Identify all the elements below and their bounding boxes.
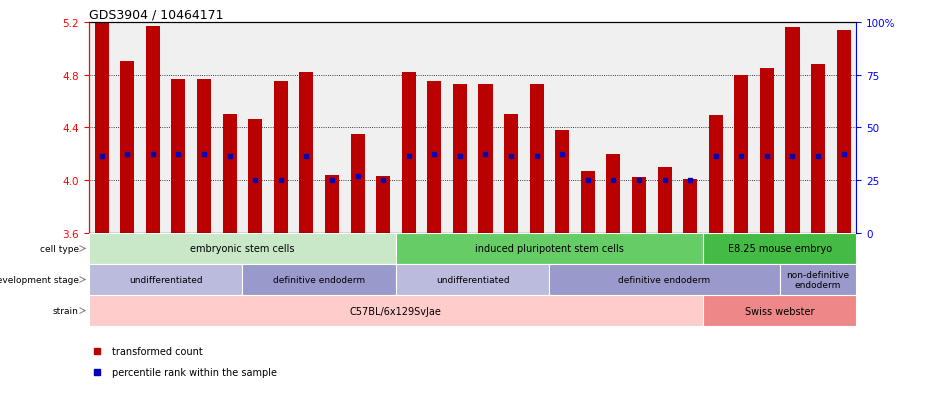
Text: definitive endoderm: definitive endoderm <box>273 275 365 284</box>
Text: Swiss webster: Swiss webster <box>745 306 814 316</box>
Bar <box>549 264 780 295</box>
Bar <box>197 79 212 233</box>
Bar <box>248 120 262 233</box>
Bar <box>146 27 160 233</box>
Bar <box>171 79 185 233</box>
Bar <box>555 131 569 233</box>
Bar <box>402 73 416 233</box>
Bar <box>223 115 237 233</box>
Bar <box>89 264 242 295</box>
Bar <box>120 62 135 233</box>
Bar <box>632 178 646 233</box>
Text: percentile rank within the sample: percentile rank within the sample <box>112 367 277 377</box>
Text: undifferentiated: undifferentiated <box>129 275 202 284</box>
Bar <box>837 31 851 233</box>
Bar <box>734 75 749 233</box>
Bar <box>95 24 109 233</box>
Bar <box>376 177 390 233</box>
Bar <box>325 176 339 233</box>
Bar <box>273 82 288 233</box>
Bar <box>396 264 549 295</box>
Bar <box>427 82 442 233</box>
Bar <box>242 264 396 295</box>
Bar <box>396 233 703 264</box>
Text: non-definitive
endoderm: non-definitive endoderm <box>786 270 850 290</box>
Bar <box>350 135 365 233</box>
Bar <box>504 115 519 233</box>
Text: E8.25 mouse embryo: E8.25 mouse embryo <box>727 244 832 254</box>
Bar <box>89 233 396 264</box>
Text: induced pluripotent stem cells: induced pluripotent stem cells <box>475 244 624 254</box>
Bar <box>760 69 774 233</box>
Bar <box>811 65 826 233</box>
Text: cell type: cell type <box>39 244 79 253</box>
Text: development stage: development stage <box>0 275 79 284</box>
Text: transformed count: transformed count <box>112 346 203 356</box>
Bar <box>607 154 621 233</box>
Text: GDS3904 / 10464171: GDS3904 / 10464171 <box>89 9 224 21</box>
Bar <box>703 233 856 264</box>
Text: undifferentiated: undifferentiated <box>436 275 509 284</box>
Bar <box>703 295 856 326</box>
Text: embryonic stem cells: embryonic stem cells <box>190 244 295 254</box>
Bar <box>785 28 799 233</box>
Bar <box>478 85 492 233</box>
Bar <box>453 85 467 233</box>
Text: C57BL/6x129SvJae: C57BL/6x129SvJae <box>350 306 442 316</box>
Bar <box>709 116 723 233</box>
Bar <box>89 295 703 326</box>
Bar <box>780 264 856 295</box>
Bar <box>657 168 672 233</box>
Bar <box>683 179 697 233</box>
Text: strain: strain <box>52 306 79 315</box>
Bar <box>300 73 314 233</box>
Bar <box>580 171 595 233</box>
Text: definitive endoderm: definitive endoderm <box>619 275 710 284</box>
Bar <box>530 85 544 233</box>
